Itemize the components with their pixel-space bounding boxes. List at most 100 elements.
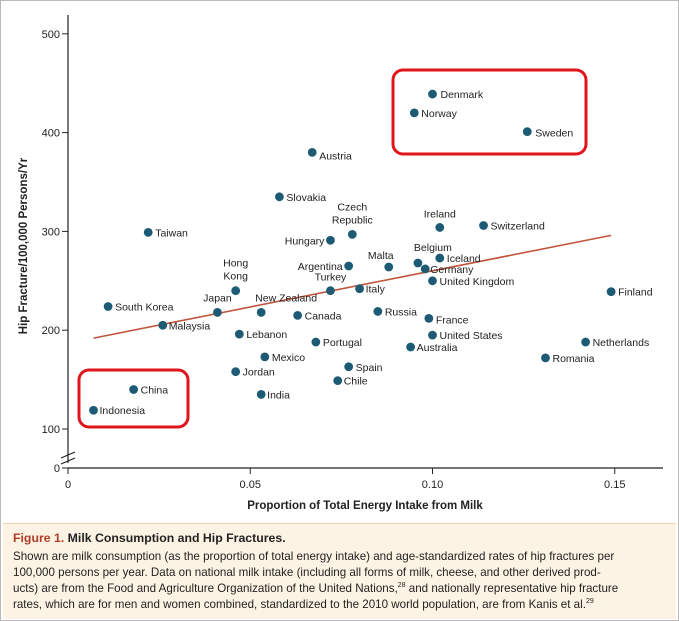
data-point (326, 286, 335, 296)
point-label: Lebanon (246, 329, 287, 341)
x-tick-label: 0 (65, 479, 71, 491)
reference-28: 28 (397, 582, 406, 590)
y-tick-label: 100 (42, 424, 60, 436)
point-label: Belgium (414, 242, 452, 254)
data-point (420, 264, 430, 274)
point-label: Spain (356, 362, 383, 374)
point-label: Norway (421, 108, 457, 120)
point-label: Australia (417, 342, 458, 354)
caption-text: ucts) are from the Food and Agriculture … (13, 582, 398, 595)
data-point (373, 307, 383, 316)
data-point (231, 367, 241, 377)
data-point (129, 385, 139, 394)
point-label: Malaysia (169, 320, 211, 332)
data-point (275, 192, 284, 202)
y-tick-label: 200 (42, 325, 60, 337)
caption-text: and nationally representative hip fractu… (405, 582, 619, 595)
data-point (581, 337, 590, 347)
point-label: Chile (344, 376, 368, 388)
point-label: Switzerland (491, 220, 545, 232)
point-label: Germany (430, 264, 474, 276)
data-point (522, 127, 532, 137)
data-point (428, 89, 437, 99)
data-point (143, 227, 153, 237)
caption-line: 100,000 persons per year. Data on nation… (13, 566, 601, 579)
data-point (158, 320, 168, 330)
point-label: Sweden (535, 128, 573, 140)
y-axis-title: Hip Fracture/100,000 Persons/Yr (18, 157, 30, 334)
point-label: India (267, 389, 290, 401)
point-label: Netherlands (593, 337, 650, 349)
point-label: Taiwan (155, 227, 188, 239)
caption-line: ucts) are from the Food and Agriculture … (13, 581, 666, 597)
point-label: United Kingdom (440, 276, 515, 288)
data-point (541, 353, 550, 363)
data-point (606, 287, 616, 297)
reference-29: 29 (585, 598, 594, 606)
point-label: Hong Kong (223, 258, 248, 283)
data-point (428, 276, 437, 286)
data-point (234, 329, 244, 339)
y-tick-label: 0 (54, 463, 60, 475)
point-label: Jordan (243, 367, 275, 379)
point-label: Argentina (298, 261, 343, 273)
data-point (384, 262, 394, 272)
point-label: United States (440, 330, 503, 342)
point-label: Italy (366, 284, 386, 296)
y-tick-label: 400 (42, 128, 60, 140)
axis-break-mark (60, 451, 76, 459)
caption-text: rates, which are for men and women combi… (13, 598, 586, 611)
data-point (293, 310, 303, 320)
point-label: New Zealand (255, 292, 317, 304)
highlight-box (391, 68, 588, 156)
point-label: Indonesia (100, 405, 146, 417)
point-label: Iceland (447, 253, 481, 265)
point-label: Russia (385, 306, 417, 318)
point-label: Romania (552, 353, 594, 365)
data-point (424, 313, 434, 323)
x-axis-title: Proportion of Total Energy Intake from M… (247, 500, 483, 512)
figure-caption: Figure 1. Milk Consumption and Hip Fract… (3, 523, 676, 619)
point-label: China (141, 384, 169, 396)
highlight-box (77, 368, 190, 429)
data-point (213, 308, 222, 317)
caption-title: Figure 1. Milk Consumption and Hip Fract… (13, 531, 666, 545)
data-point (355, 284, 364, 294)
data-point (89, 405, 98, 415)
data-point (103, 302, 113, 311)
trend-line (93, 234, 612, 339)
caption-line: rates, which are for men and women combi… (13, 597, 666, 613)
point-label: Canada (305, 310, 342, 322)
point-label: Turkey (315, 272, 347, 284)
x-tick-label: 0.05 (240, 479, 261, 491)
point-label: Malta (368, 250, 394, 262)
point-label: Czech Republic (332, 201, 373, 226)
data-point (333, 376, 343, 385)
data-point (435, 253, 445, 263)
data-point (409, 108, 419, 118)
x-tick-label: 0.10 (422, 479, 443, 491)
caption-body: Shown are milk consumption (as the propo… (13, 549, 666, 613)
data-point (413, 258, 423, 268)
y-tick-label: 300 (42, 226, 60, 238)
data-point (406, 342, 416, 352)
data-point (307, 147, 317, 157)
data-point (344, 362, 354, 372)
point-label: Denmark (441, 89, 484, 101)
point-label: Austria (319, 150, 352, 162)
data-point (231, 286, 241, 296)
caption-heading: Milk Consumption and Hip Fractures. (67, 531, 286, 545)
point-label: Slovakia (286, 192, 326, 204)
point-label: Finland (618, 287, 653, 299)
data-point (256, 390, 266, 399)
data-point (479, 221, 488, 230)
data-point (347, 229, 357, 239)
point-label: Portugal (323, 337, 362, 349)
point-label: Mexico (272, 352, 305, 364)
data-point (256, 308, 266, 317)
point-label: Ireland (424, 208, 456, 220)
y-tick-label: 500 (42, 29, 60, 41)
point-label: South Korea (115, 301, 174, 313)
caption-label: Figure 1. (13, 531, 65, 545)
